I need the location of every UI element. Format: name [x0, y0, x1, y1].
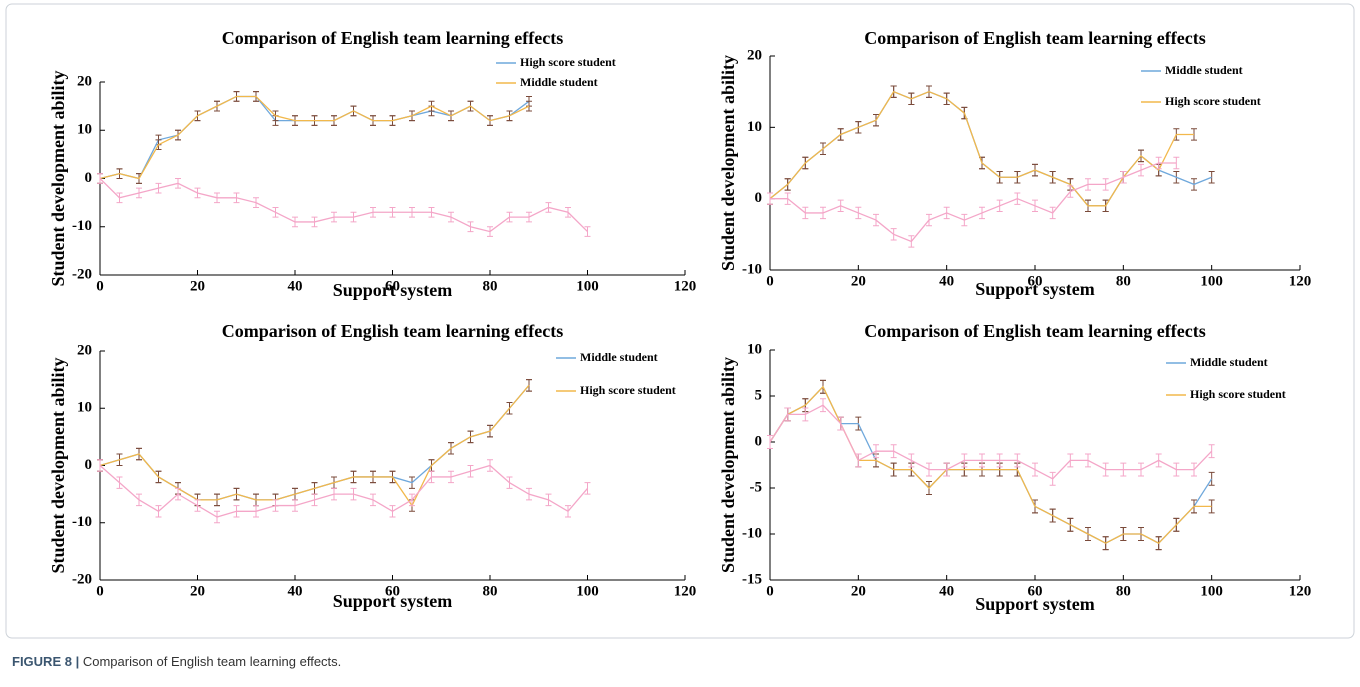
- x-tick-label: 40: [939, 273, 954, 289]
- x-axis-label: Support system: [975, 279, 1095, 299]
- y-tick-label: -10: [72, 514, 92, 530]
- x-tick-label: 60: [385, 583, 400, 599]
- series-line: [99, 178, 588, 233]
- y-tick-label: 10: [747, 341, 762, 357]
- series-line: [99, 464, 588, 518]
- legend-label: High score student: [580, 383, 676, 397]
- y-tick-label: 20: [747, 47, 762, 63]
- x-tick-label: 100: [1200, 583, 1223, 599]
- y-tick-label: -10: [742, 261, 762, 277]
- x-tick-label: 20: [190, 278, 205, 294]
- y-axis-label: Student development ability: [718, 357, 738, 573]
- error-bar: [1208, 499, 1215, 514]
- chart-title: Comparison of English team learning effe…: [864, 28, 1205, 48]
- x-tick-label: 20: [851, 583, 866, 599]
- x-tick-label: 40: [288, 583, 303, 599]
- chart-title: Comparison of English team learning effe…: [222, 321, 563, 341]
- y-tick-label: -10: [72, 218, 92, 234]
- x-tick-label: 100: [576, 583, 599, 599]
- y-tick-label: 10: [77, 400, 92, 416]
- x-tick-label: 0: [766, 273, 774, 289]
- figure-frame: [5, 3, 1355, 639]
- x-tick-label: 40: [939, 583, 954, 599]
- x-axis-label: Support system: [333, 591, 453, 611]
- series-line: [769, 90, 1194, 207]
- legend-label: Middle student: [580, 350, 658, 364]
- x-tick-label: 80: [1116, 583, 1131, 599]
- y-tick-label: 0: [755, 190, 763, 206]
- x-tick-label: 120: [1289, 583, 1312, 599]
- legend-label: Middle student: [1190, 355, 1268, 369]
- series-line: [99, 95, 530, 180]
- x-tick-label: 60: [1028, 583, 1043, 599]
- legend-label: Middle student: [1165, 63, 1243, 77]
- series-line: [99, 384, 530, 507]
- series-line: [769, 385, 1212, 545]
- caption-text: Comparison of English team learning effe…: [83, 654, 341, 669]
- x-axis-label: Support system: [333, 280, 453, 300]
- x-tick-label: 0: [96, 278, 104, 294]
- chart-title: Comparison of English team learning effe…: [222, 28, 563, 48]
- x-tick-label: 20: [851, 273, 866, 289]
- x-tick-label: 120: [1289, 273, 1312, 289]
- x-tick-label: 80: [483, 583, 498, 599]
- y-tick-label: 0: [85, 457, 93, 473]
- error-bar: [1208, 471, 1215, 486]
- y-tick-label: 10: [77, 122, 92, 138]
- series-line: [769, 90, 1212, 207]
- x-tick-label: 80: [483, 278, 498, 294]
- y-axis-label: Student development ability: [48, 70, 68, 286]
- legend-label: Middle student: [520, 75, 598, 89]
- y-tick-label: -20: [72, 266, 92, 282]
- caption-label: FIGURE 8 |: [12, 654, 79, 669]
- y-tick-label: 20: [77, 73, 92, 89]
- x-tick-label: 80: [1116, 273, 1131, 289]
- caption: FIGURE 8 | Comparison of English team le…: [12, 654, 341, 669]
- y-tick-label: 20: [77, 342, 92, 358]
- x-tick-label: 120: [674, 278, 697, 294]
- x-tick-label: 120: [674, 583, 697, 599]
- y-tick-label: -20: [72, 571, 92, 587]
- x-tick-label: 20: [190, 583, 205, 599]
- series-line: [769, 404, 1213, 480]
- chart-title: Comparison of English team learning effe…: [864, 321, 1205, 341]
- x-tick-label: 0: [96, 583, 104, 599]
- series-line: [770, 162, 1177, 243]
- y-tick-label: -5: [750, 479, 763, 495]
- legend-label: High score student: [1190, 387, 1286, 401]
- x-tick-label: 100: [1200, 273, 1223, 289]
- y-tick-label: 10: [747, 119, 762, 135]
- y-tick-label: 0: [755, 433, 763, 449]
- x-tick-label: 40: [288, 278, 303, 294]
- y-tick-label: -10: [742, 525, 762, 541]
- y-tick-label: 5: [755, 387, 763, 403]
- x-tick-label: 100: [576, 278, 599, 294]
- x-tick-label: 0: [766, 583, 774, 599]
- error-bar: [1208, 444, 1215, 459]
- x-tick-label: 60: [1028, 273, 1043, 289]
- y-tick-label: 0: [85, 170, 93, 186]
- y-axis-label: Student development ability: [718, 55, 738, 271]
- y-axis-label: Student development ability: [48, 357, 68, 573]
- legend-label: High score student: [520, 55, 616, 69]
- legend-label: High score student: [1165, 94, 1261, 108]
- y-tick-label: -15: [742, 571, 762, 587]
- x-tick-label: 60: [385, 278, 400, 294]
- series-line: [769, 385, 1213, 545]
- error-bar: [1208, 171, 1215, 184]
- x-axis-label: Support system: [975, 594, 1095, 614]
